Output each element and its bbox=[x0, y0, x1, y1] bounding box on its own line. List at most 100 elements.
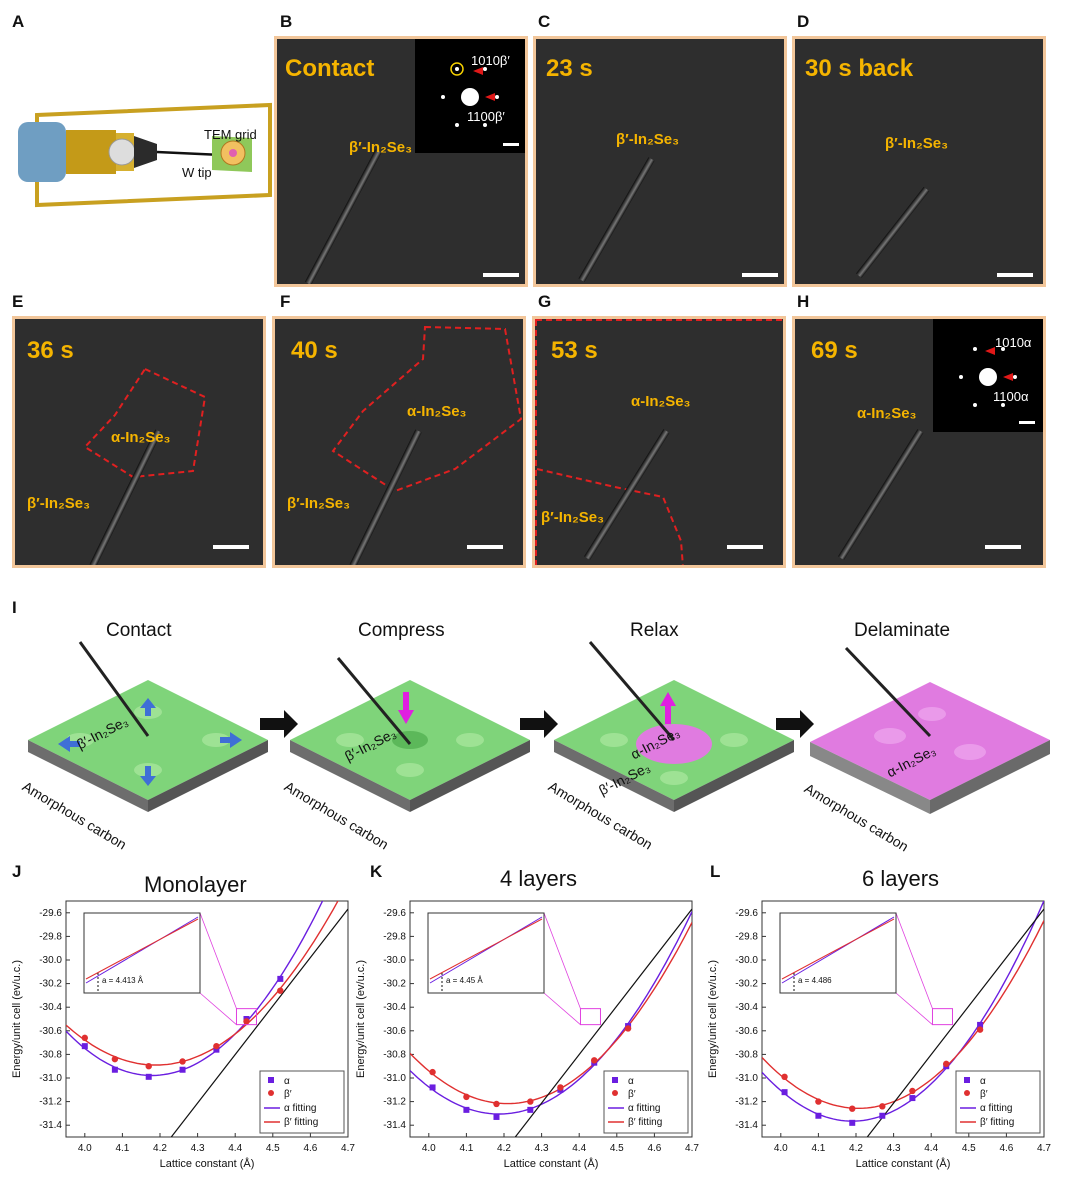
panel-label-h: H bbox=[797, 292, 810, 311]
phase-label-beta: β′-In₂Se₃ bbox=[541, 509, 605, 526]
alpha-fit-curve bbox=[762, 901, 1044, 1122]
x-tick-label: 4.5 bbox=[610, 1143, 624, 1154]
scale-bar bbox=[742, 273, 778, 277]
beta-point bbox=[81, 1034, 89, 1042]
legend-alpha-label: α bbox=[980, 1076, 986, 1087]
stage-title-contact: Contact bbox=[106, 620, 172, 641]
tem-panel-c: 23 s β′-In₂Se₃ bbox=[533, 36, 787, 287]
y-axis-label: Energy/unit cell (ev/u.c.) bbox=[707, 960, 719, 1078]
x-tick-label: 4.0 bbox=[774, 1143, 788, 1154]
inset-annotation: a = 4.413 Å bbox=[102, 976, 144, 985]
beta-fit-curve bbox=[762, 920, 1044, 1109]
y-tick-label: -30.8 bbox=[39, 1049, 62, 1060]
y-tick-label: -30.4 bbox=[39, 1002, 62, 1013]
legend-beta-fit-label: β′ fitting bbox=[284, 1117, 318, 1128]
alpha-fit-curve bbox=[66, 901, 324, 1077]
zoom-inset bbox=[427, 912, 545, 994]
energy-chart-monolayer: 4.0 4.1 4.2 4.3 4.4 4.5 4.6 4.7 -29.6 -29.8 -30.0 -… bbox=[11, 900, 355, 1170]
stage-contact-slab bbox=[28, 641, 268, 812]
inset-beta-line bbox=[429, 918, 543, 980]
x-tick-label: 4.2 bbox=[849, 1143, 863, 1154]
phase-label: β′-In₂Se₃ bbox=[349, 139, 413, 156]
beta-point bbox=[976, 1026, 984, 1033]
scale-bar bbox=[467, 545, 503, 549]
beta-point bbox=[909, 1087, 916, 1095]
stage-illustrations bbox=[28, 641, 1050, 814]
alpha-point bbox=[527, 1106, 534, 1113]
inset-annotation: a = 4.45 Å bbox=[446, 976, 483, 985]
stage-title-relax: Relax bbox=[630, 620, 679, 641]
zoom-connector bbox=[895, 912, 933, 1009]
time-label: Contact bbox=[285, 55, 375, 82]
y-tick-label: -31.4 bbox=[383, 1120, 406, 1131]
y-tick-label: -30.4 bbox=[735, 1002, 758, 1013]
x-tick-label: 4.1 bbox=[811, 1143, 825, 1154]
y-tick-label: -30.6 bbox=[39, 1026, 62, 1037]
panel-label-f: F bbox=[280, 292, 291, 311]
legend-alpha-marker bbox=[268, 1077, 274, 1083]
x-tick-label: 4.5 bbox=[962, 1143, 976, 1154]
zoom-connector bbox=[199, 992, 237, 1025]
y-tick-label: -31.2 bbox=[735, 1097, 758, 1108]
time-label: 23 s bbox=[546, 55, 593, 82]
x-tick-label: 4.7 bbox=[685, 1143, 699, 1154]
alpha-point bbox=[463, 1106, 470, 1113]
x-tick-label: 4.6 bbox=[303, 1143, 317, 1154]
alpha-point bbox=[909, 1095, 916, 1102]
energy-chart-6-layers: 4.0 4.1 4.2 4.3 4.4 4.5 4.6 4.7 -29.6 -29.8 -30.0 -… bbox=[707, 900, 1051, 1170]
legend-beta-marker bbox=[268, 1090, 274, 1096]
stage-title-delaminate: Delaminate bbox=[854, 620, 951, 641]
alpha-point bbox=[815, 1112, 822, 1119]
x-axis-label: Lattice constant (Å) bbox=[160, 1157, 255, 1170]
plot-frame bbox=[65, 900, 349, 1138]
phase-label-alpha: α-In₂Se₃ bbox=[407, 403, 467, 420]
diffraction-inset: 1010β′ 1100β′ bbox=[415, 39, 525, 153]
phase-label-alpha: α-In₂Se₃ bbox=[857, 405, 917, 422]
time-label: 69 s bbox=[811, 337, 858, 364]
phase-label-alpha: α-In₂Se₃ bbox=[631, 393, 691, 410]
y-tick-label: -31.0 bbox=[735, 1073, 758, 1084]
panel-label-a: A bbox=[12, 12, 25, 31]
plot-frame bbox=[761, 900, 1045, 1138]
y-tick-label: -30.2 bbox=[39, 979, 62, 990]
w-tip bbox=[578, 157, 655, 282]
stage-title-compress: Compress bbox=[358, 620, 445, 641]
alpha-point bbox=[781, 1089, 788, 1096]
beta-point bbox=[493, 1100, 500, 1108]
alpha-point bbox=[81, 1043, 88, 1050]
phase-label: β′-In₂Se₃ bbox=[885, 135, 949, 152]
panel-label-i: I bbox=[12, 598, 17, 617]
scale-bar bbox=[985, 545, 1021, 549]
x-tick-label: 4.2 bbox=[497, 1143, 511, 1154]
panel-label-k: K bbox=[370, 862, 383, 881]
legend-beta-label: β′ bbox=[628, 1089, 636, 1100]
zoom-inset bbox=[779, 912, 897, 994]
legend-beta-marker bbox=[964, 1090, 970, 1096]
y-tick-label: -29.8 bbox=[383, 931, 406, 942]
panel-label-e: E bbox=[12, 292, 24, 311]
y-tick-label: -30.4 bbox=[383, 1002, 406, 1013]
diffraction-inset: 1010α 1100α bbox=[933, 319, 1043, 432]
zoom-connector bbox=[895, 992, 933, 1025]
x-axis-label: Lattice constant (Å) bbox=[504, 1157, 599, 1170]
beta-point bbox=[277, 987, 284, 994]
energy-chart-4-layers: 4.0 4.1 4.2 4.3 4.4 4.5 4.6 4.7 -29.6 -29.8 -30.0 -… bbox=[355, 900, 699, 1170]
x-tick-label: 4.1 bbox=[459, 1143, 473, 1154]
panel-label-j: J bbox=[12, 862, 22, 881]
w-tip bbox=[856, 186, 930, 278]
beta-fit-curve bbox=[410, 922, 692, 1105]
time-label: 53 s bbox=[551, 337, 598, 364]
beta-point bbox=[849, 1105, 856, 1112]
tem-grid-label: TEM grid bbox=[204, 127, 257, 142]
diffraction-pattern bbox=[959, 347, 1035, 424]
alpha-point bbox=[213, 1046, 220, 1053]
zoom-connector bbox=[543, 992, 581, 1025]
x-tick-label: 4.4 bbox=[572, 1143, 586, 1154]
x-tick-label: 4.7 bbox=[1037, 1143, 1051, 1154]
inset-beta-line bbox=[85, 918, 199, 980]
tem-panel-b: 1010β′ 1100β′ Contact β′-In₂Se₃ bbox=[274, 36, 528, 287]
x-tick-label: 4.7 bbox=[341, 1143, 355, 1154]
x-tick-label: 4.3 bbox=[191, 1143, 205, 1154]
panel-label-g: G bbox=[538, 292, 552, 311]
inset-annotation: a = 4.486 bbox=[798, 976, 832, 985]
